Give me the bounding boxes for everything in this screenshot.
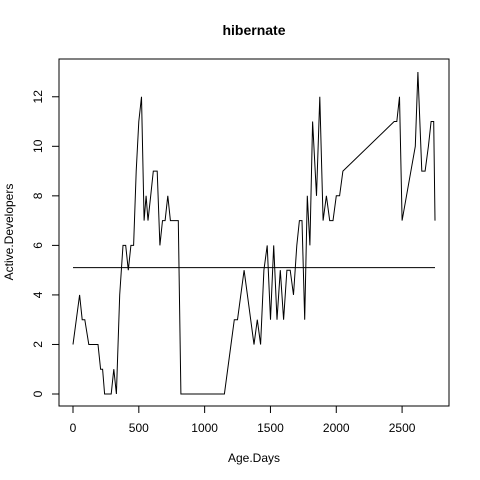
x-tick-label: 2000 — [323, 421, 350, 435]
y-tick-label: 6 — [31, 242, 45, 249]
y-tick-label: 4 — [31, 291, 45, 298]
x-tick-label: 2500 — [389, 421, 416, 435]
plot-content — [72, 71, 436, 395]
x-tick-label: 1000 — [191, 421, 218, 435]
x-tick-label: 1500 — [257, 421, 284, 435]
x-tick-label: 0 — [70, 421, 77, 435]
series-line — [72, 71, 436, 395]
x-axis-label: Age.Days — [228, 451, 280, 465]
y-tick-label: 2 — [31, 341, 45, 348]
y-tick-label: 10 — [31, 139, 45, 153]
y-axis-label: Active.Developers — [2, 184, 16, 281]
y-axis: 0 2 4 6 8 10 12 — [31, 90, 60, 397]
x-axis: 0 500 1000 1500 2000 2500 — [70, 405, 416, 435]
x-tick-label: 500 — [129, 421, 149, 435]
y-tick-label: 8 — [31, 192, 45, 199]
chart-title: hibernate — [222, 22, 285, 38]
y-tick-label: 0 — [31, 390, 45, 397]
y-tick-label: 12 — [31, 90, 45, 104]
